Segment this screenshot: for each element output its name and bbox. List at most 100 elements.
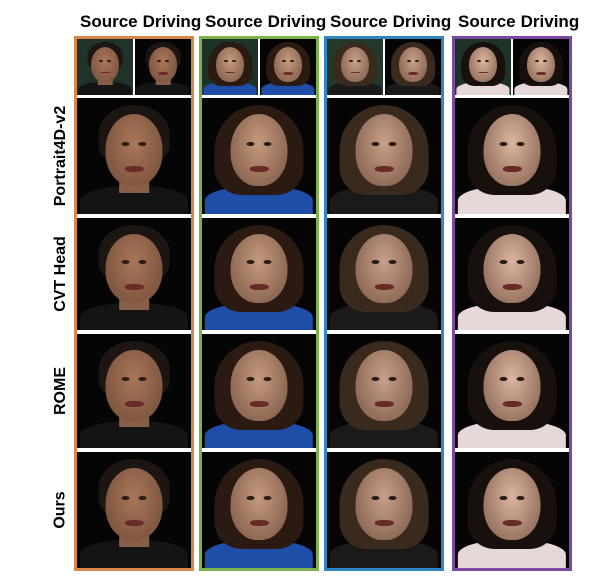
- portrait-eye-right: [263, 376, 272, 382]
- portrait-eye-right: [516, 260, 525, 265]
- result-image-row-2: [77, 218, 191, 330]
- portrait-face: [91, 46, 119, 82]
- portrait-eye-left: [121, 376, 130, 382]
- portrait-eye-right: [107, 60, 112, 63]
- result-image-row-2: [455, 218, 569, 330]
- result-image-row-1: [455, 98, 569, 214]
- portrait-mouth: [158, 71, 168, 75]
- portrait-eye-left: [499, 376, 508, 382]
- portrait-eye-right: [165, 60, 170, 63]
- column-header-group-3: Source Driving: [330, 10, 455, 34]
- portrait-eye-right: [516, 141, 525, 146]
- group-frame-subject-4: [452, 36, 572, 571]
- portrait-mouth: [283, 71, 293, 75]
- portrait-eye-left: [371, 141, 380, 146]
- source-header: Source: [80, 12, 138, 31]
- driving-header: Driving: [267, 12, 327, 31]
- portrait-eye-left: [371, 260, 380, 265]
- portrait-eye-left: [281, 60, 286, 63]
- portrait-face: [469, 46, 497, 82]
- portrait-mouth: [502, 166, 522, 173]
- portrait-mouth: [249, 400, 269, 408]
- row-label-1: Portrait4D-v2: [48, 96, 74, 216]
- result-image-row-3: [327, 334, 441, 448]
- source-image: [202, 39, 258, 95]
- portrait-mouth: [408, 71, 418, 75]
- result-image-row-3: [77, 334, 191, 448]
- portrait-mouth: [374, 283, 394, 290]
- portrait-mouth: [225, 71, 235, 74]
- row-label-3: ROME: [48, 331, 74, 451]
- portrait-eye-right: [388, 141, 397, 146]
- group-frame-subject-3: [324, 36, 444, 571]
- portrait-eye-right: [263, 260, 272, 265]
- portrait-eye-right: [138, 141, 147, 146]
- portrait-mouth: [100, 71, 110, 74]
- portrait-face: [355, 468, 413, 541]
- portrait-face: [230, 349, 288, 421]
- portrait-face: [274, 46, 302, 82]
- portrait-face: [483, 468, 541, 541]
- portrait-eye-left: [246, 141, 255, 146]
- driving-image: [385, 39, 441, 95]
- portrait-face: [105, 349, 163, 421]
- result-image-row-3: [455, 334, 569, 448]
- portrait-mouth: [350, 71, 360, 74]
- driving-image: [135, 39, 191, 95]
- portrait-mouth: [502, 283, 522, 290]
- result-image-row-2: [202, 218, 316, 330]
- portrait-face: [230, 468, 288, 541]
- portrait-face: [230, 114, 288, 187]
- portrait-eye-left: [121, 495, 130, 500]
- portrait-face: [149, 46, 177, 82]
- portrait-mouth: [502, 400, 522, 408]
- portrait-eye-left: [499, 141, 508, 146]
- column-header-group-4: Source Driving: [458, 10, 583, 34]
- portrait-face: [216, 46, 244, 82]
- result-image-row-2: [327, 218, 441, 330]
- portrait-eye-left: [406, 60, 411, 63]
- result-image-row-4: [455, 452, 569, 568]
- portrait-eye-left: [98, 60, 103, 63]
- driving-header: Driving: [392, 12, 452, 31]
- portrait-eye-left: [121, 141, 130, 146]
- portrait-face: [230, 233, 288, 304]
- portrait-eye-right: [543, 60, 548, 63]
- portrait-eye-right: [138, 260, 147, 265]
- portrait-eye-left: [499, 495, 508, 500]
- portrait-eye-left: [246, 260, 255, 265]
- portrait-eye-right: [415, 60, 420, 63]
- source-image: [77, 39, 133, 95]
- portrait-eye-right: [263, 495, 272, 500]
- column-header-group-1: Source Driving: [80, 10, 205, 34]
- group-frame-subject-1: [74, 36, 194, 571]
- portrait-face: [399, 46, 427, 82]
- source-image: [327, 39, 383, 95]
- driving-header: Driving: [142, 12, 202, 31]
- result-image-row-3: [202, 334, 316, 448]
- row-label-4: Ours: [48, 450, 74, 570]
- portrait-eye-left: [534, 60, 539, 63]
- source-header: Source: [205, 12, 263, 31]
- result-image-row-1: [202, 98, 316, 214]
- result-image-row-4: [327, 452, 441, 568]
- portrait-mouth: [124, 400, 144, 408]
- portrait-face: [105, 233, 163, 304]
- portrait-face: [355, 349, 413, 421]
- result-image-row-4: [77, 452, 191, 568]
- row-label-text: CVT Head: [52, 236, 70, 312]
- portrait-eye-left: [348, 60, 353, 63]
- row-label-2: CVT Head: [48, 214, 74, 334]
- portrait-eye-left: [223, 60, 228, 63]
- portrait-eye-left: [371, 495, 380, 500]
- portrait-shoulders: [136, 81, 190, 95]
- portrait-mouth: [124, 520, 144, 527]
- portrait-mouth: [249, 166, 269, 173]
- portrait-mouth: [249, 520, 269, 527]
- portrait-face: [105, 114, 163, 187]
- portrait-mouth: [374, 520, 394, 527]
- portrait-mouth: [124, 166, 144, 173]
- portrait-eye-right: [516, 495, 525, 500]
- portrait-face: [527, 46, 555, 82]
- portrait-face: [483, 233, 541, 304]
